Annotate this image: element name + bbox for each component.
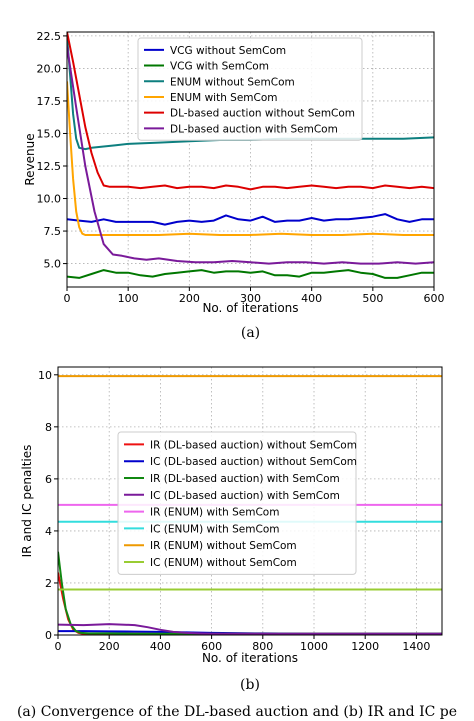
legend-entry: IR (ENUM) without SemCom [150, 540, 297, 552]
chart-a-x-ticks: 0 100 200 300 400 500 600 [64, 287, 445, 305]
series-line-5 [67, 32, 434, 191]
legend-entry: IC (DL-based auction) without SemCom [150, 456, 357, 468]
y-tick-label: 7.5 [44, 225, 62, 238]
y-tick-label: 4 [45, 525, 52, 538]
legend-entry: ENUM with SemCom [170, 92, 278, 104]
x-tick-label: 200 [179, 292, 200, 305]
x-tick-label: 600 [424, 292, 445, 305]
y-tick-label: 22.5 [37, 30, 62, 43]
x-tick-label: 0 [64, 292, 71, 305]
series-line-6 [67, 46, 434, 265]
chart-b-frame [57, 366, 443, 636]
series-line-4 [58, 623, 442, 635]
x-tick-label: 1200 [351, 640, 379, 653]
y-tick-label: 0 [45, 629, 52, 642]
x-tick-label: 800 [252, 640, 273, 653]
legend-box [117, 431, 357, 575]
y-tick-label: 8 [45, 421, 52, 434]
legend-entry: IC (ENUM) with SemCom [150, 523, 279, 535]
series-line-1 [67, 213, 434, 226]
chart-a-legend: VCG without SemCom VCG with SemCom ENUM wi… [137, 37, 363, 141]
x-tick-label: 0 [55, 640, 62, 653]
legend-entry: IR (ENUM) with SemCom [150, 507, 279, 519]
chart-b-x-ticks: 0 200 400 600 800 1000 1200 1400 [55, 635, 430, 653]
x-tick-label: 1000 [300, 640, 328, 653]
legend-entry: VCG without SemCom [170, 45, 286, 57]
series-line-2 [67, 269, 434, 279]
x-tick-label: 500 [362, 292, 383, 305]
chart-b-legend: IR (DL-based auction) without SemCom IC (… [117, 431, 357, 575]
y-tick-label: 5.0 [44, 258, 62, 271]
chart-b-y-ticks: 0 2 4 6 8 10 [38, 369, 58, 642]
y-tick-label: 12.5 [37, 160, 62, 173]
y-tick-label: 15.0 [37, 127, 62, 140]
series-line-4 [67, 81, 434, 236]
chart-a-series-lines [67, 32, 434, 279]
chart-panel-b: 0 200 400 600 800 1000 1200 1400 0 2 4 6 8 10 No. of… [20, 366, 443, 693]
chart-panel-a: 0 100 200 300 400 500 600 5.0 7.5 10.0 12.5 15.0 17… [23, 30, 445, 341]
y-tick-label: 20.0 [37, 62, 62, 75]
legend-entry: DL-based auction without SemCom [170, 108, 355, 120]
legend-entry: IC (ENUM) without SemCom [150, 557, 297, 569]
legend-entry: DL-based auction with SemCom [170, 123, 338, 135]
legend-box [137, 37, 363, 141]
legend-entry: IR (DL-based auction) with SemCom [150, 473, 340, 485]
x-tick-label: 600 [201, 640, 222, 653]
y-tick-label: 10.0 [37, 193, 62, 206]
chart-b-subcaption: (b) [240, 677, 260, 693]
x-tick-label: 300 [240, 292, 261, 305]
chart-a-subcaption: (a) [241, 325, 260, 341]
y-tick-label: 6 [45, 473, 52, 486]
figure-caption: (a) Convergence of the DL-based auction … [17, 704, 457, 720]
x-tick-label: 400 [150, 640, 171, 653]
y-tick-label: 2 [45, 577, 52, 590]
y-tick-label: 17.5 [37, 95, 62, 108]
x-tick-label: 1400 [402, 640, 430, 653]
legend-entry: IR (DL-based auction) without SemCom [150, 439, 357, 451]
legend-entry: VCG with SemCom [170, 61, 269, 73]
legend-entry: IC (DL-based auction) with SemCom [150, 490, 340, 502]
chart-b-x-axis-label: No. of iterations [202, 651, 298, 665]
chart-a-y-ticks: 5.0 7.5 10.0 12.5 15.0 17.5 20.0 22.5 [37, 30, 67, 271]
chart-a-y-axis-label: Revenue [23, 133, 37, 185]
x-tick-label: 100 [118, 292, 139, 305]
legend-entry: ENUM without SemCom [170, 76, 295, 88]
x-tick-label: 400 [301, 292, 322, 305]
y-tick-label: 10 [38, 369, 52, 382]
chart-b-y-axis-label: IR and IC penalties [20, 445, 34, 558]
x-tick-label: 200 [99, 640, 120, 653]
chart-a-x-axis-label: No. of iterations [202, 301, 298, 315]
